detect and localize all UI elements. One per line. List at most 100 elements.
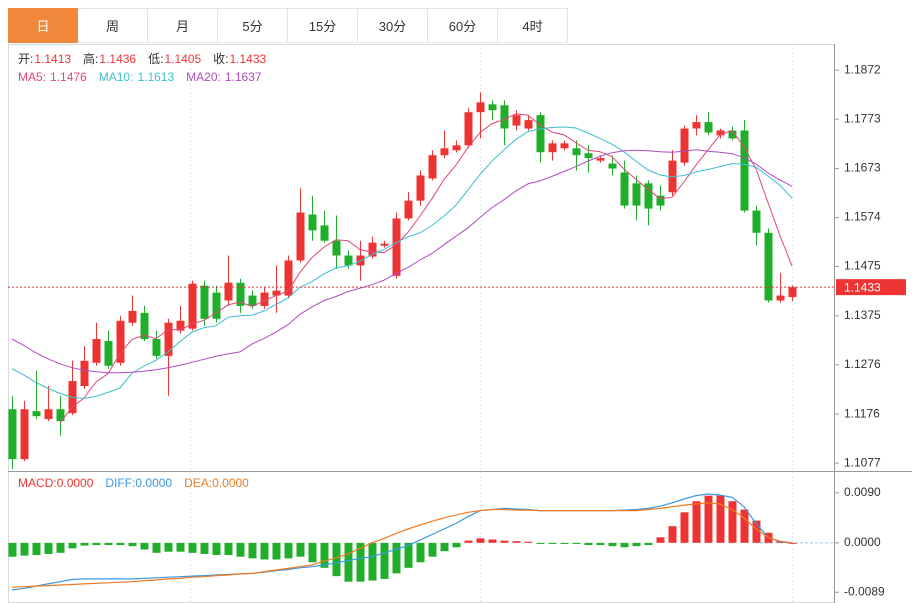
macd-bar bbox=[524, 541, 533, 543]
macd-bar bbox=[608, 542, 617, 547]
candle-body bbox=[80, 360, 89, 386]
candle-body bbox=[104, 341, 113, 366]
macd-bar bbox=[740, 509, 749, 543]
candle-body bbox=[512, 115, 521, 126]
candle-body bbox=[284, 260, 293, 296]
candle-body bbox=[728, 130, 737, 139]
candle-body bbox=[428, 155, 437, 179]
macd-bar bbox=[188, 542, 197, 553]
price-tag bbox=[836, 279, 906, 296]
y-tick-label: -0.0089 bbox=[844, 584, 885, 598]
line-series bbox=[11, 149, 793, 374]
legend-text: 开: bbox=[18, 52, 33, 66]
candle-body bbox=[416, 175, 425, 201]
y-tick-label: 0.0000 bbox=[844, 535, 881, 549]
candle-body bbox=[116, 320, 125, 363]
candle-body bbox=[440, 148, 449, 156]
candle-body bbox=[692, 122, 701, 129]
period-tab[interactable]: 60分 bbox=[428, 8, 498, 43]
y-tick-label: 1.1375 bbox=[844, 308, 881, 322]
macd-bar bbox=[536, 542, 545, 544]
macd-bar bbox=[500, 540, 509, 543]
y-tick-label: 1.1773 bbox=[844, 111, 881, 125]
candle-body bbox=[584, 153, 593, 159]
legend-text: : bbox=[43, 70, 46, 84]
macd-bar bbox=[224, 542, 233, 556]
candle-body bbox=[20, 409, 29, 460]
candle-body bbox=[572, 148, 581, 156]
macd-bar bbox=[656, 537, 665, 543]
macd-bar bbox=[296, 542, 305, 557]
line-series bbox=[11, 126, 793, 399]
macd-bar bbox=[512, 541, 521, 543]
macd-bar bbox=[752, 520, 761, 543]
candle-body bbox=[236, 282, 245, 306]
macd-bar bbox=[332, 542, 341, 577]
legend-text: MA20 bbox=[186, 70, 218, 84]
candle-body bbox=[308, 214, 317, 231]
macd-bar bbox=[488, 539, 497, 543]
period-tab[interactable]: 日 bbox=[8, 8, 78, 43]
macd-bar bbox=[236, 542, 245, 557]
period-tab[interactable]: 月 bbox=[148, 8, 218, 43]
period-tab[interactable]: 5分 bbox=[218, 8, 288, 43]
candle-body bbox=[368, 242, 377, 257]
macd-bar bbox=[212, 542, 221, 556]
macd-bar bbox=[704, 495, 713, 543]
candle-body bbox=[488, 104, 497, 111]
candle-body bbox=[332, 240, 341, 256]
macd-bar bbox=[584, 542, 593, 546]
period-tab[interactable]: 周 bbox=[78, 8, 148, 43]
legend-text: 1.1436 bbox=[99, 52, 136, 66]
legend-text: : bbox=[209, 476, 212, 490]
y-tick-label: 1.1475 bbox=[844, 259, 881, 273]
candle-body bbox=[212, 292, 221, 319]
legend-text: DIFF bbox=[105, 476, 132, 490]
candle-body bbox=[452, 145, 461, 151]
macd-bar bbox=[464, 540, 473, 543]
candle-body bbox=[320, 225, 329, 241]
macd-bar bbox=[788, 542, 797, 544]
macd-bar bbox=[416, 542, 425, 563]
candle-body bbox=[464, 112, 473, 146]
candle-body bbox=[296, 212, 305, 261]
macd-bar bbox=[272, 542, 281, 560]
legend-text: MACD bbox=[18, 476, 54, 490]
macd-bar bbox=[248, 542, 257, 559]
candle-body bbox=[152, 339, 161, 356]
legend-text: 1.1613 bbox=[137, 70, 174, 84]
candle-body bbox=[200, 285, 209, 319]
macd-bar bbox=[32, 542, 41, 556]
legend-text: 0.0000 bbox=[57, 476, 94, 490]
macd-bar bbox=[284, 542, 293, 559]
candle-body bbox=[656, 195, 665, 206]
period-tab[interactable]: 30分 bbox=[358, 8, 428, 43]
candle-body bbox=[392, 218, 401, 276]
macd-bar bbox=[8, 542, 17, 557]
candle-body bbox=[476, 102, 485, 113]
line-series bbox=[59, 113, 793, 424]
y-tick-label: 0.0090 bbox=[844, 485, 881, 499]
macd-bar bbox=[620, 542, 629, 548]
legend-text: 0.0000 bbox=[135, 476, 172, 490]
period-tab[interactable]: 4时 bbox=[498, 8, 568, 43]
candle-body bbox=[596, 158, 605, 161]
macd-bar bbox=[452, 542, 461, 548]
macd-bar bbox=[344, 542, 353, 582]
candle-body bbox=[644, 183, 653, 209]
macd-bar bbox=[104, 542, 113, 546]
macd-bar bbox=[260, 542, 269, 560]
macd-bar bbox=[668, 526, 677, 543]
legend-text: 1.1405 bbox=[164, 52, 201, 66]
period-tabs: 日周月 5分 15分 30分 60分 4时 bbox=[8, 8, 568, 44]
candle-body bbox=[704, 122, 713, 133]
period-tab[interactable]: 15分 bbox=[288, 8, 358, 43]
candle-body bbox=[380, 243, 389, 246]
legend-text: 1.1476 bbox=[50, 70, 87, 84]
y-tick-label: 1.1872 bbox=[844, 62, 881, 76]
macd-bar bbox=[380, 542, 389, 579]
candle-body bbox=[164, 322, 173, 356]
legend-text: : bbox=[53, 476, 56, 490]
